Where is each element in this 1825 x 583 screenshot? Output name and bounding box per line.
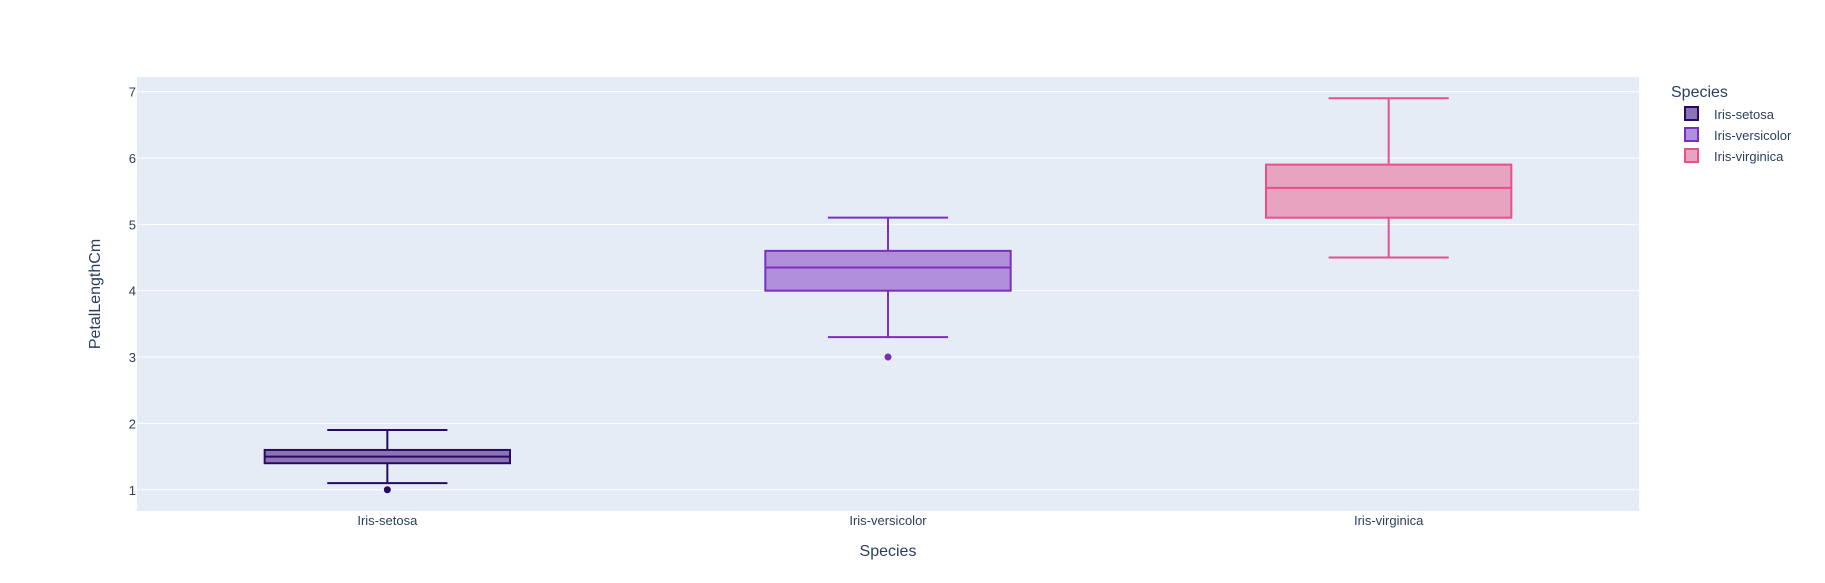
legend-item[interactable]: Iris-virginica: [1684, 148, 1784, 164]
iqr-box: [1265, 163, 1513, 219]
legend-item[interactable]: Iris-setosa: [1684, 106, 1775, 122]
y-tick-label: 2: [129, 416, 136, 431]
box-group: [764, 216, 1012, 361]
x-tick-label: Iris-virginica: [1354, 513, 1424, 528]
y-tick-label: 6: [129, 151, 136, 166]
y-axis-ticks: 1 2 3 4 5 6 7: [129, 85, 136, 498]
legend-swatch: [1684, 106, 1699, 121]
y-tick-label: 5: [129, 217, 136, 232]
x-tick-label: Iris-setosa: [357, 513, 418, 528]
y-tick-label: 3: [129, 350, 136, 365]
x-tick-label: Iris-versicolor: [849, 513, 927, 528]
iqr-box: [764, 249, 1012, 292]
outlier-point: [884, 353, 892, 361]
x-axis-title: Species: [860, 543, 917, 560]
x-axis-ticks: Iris-setosa Iris-versicolor Iris-virginica: [357, 513, 1424, 528]
outlier-point: [383, 486, 391, 494]
boxes: [263, 97, 1513, 494]
box-group: [1265, 97, 1513, 259]
legend-swatch: [1684, 127, 1699, 142]
y-tick-label: 1: [129, 483, 136, 498]
legend-items[interactable]: Iris-setosa Iris-versicolor Iris-virginica: [1684, 106, 1792, 164]
legend-swatch: [1684, 148, 1699, 163]
legend[interactable]: Species Iris-setosa Iris-versicolor Iris-v…: [1671, 84, 1792, 164]
box-group: [263, 429, 511, 494]
legend-item[interactable]: Iris-versicolor: [1684, 127, 1792, 143]
y-tick-label: 4: [129, 284, 136, 299]
legend-label: Iris-setosa: [1714, 107, 1775, 122]
legend-label: Iris-versicolor: [1714, 128, 1792, 143]
legend-label: Iris-virginica: [1714, 149, 1784, 164]
y-axis-title: PetalLengthCm: [87, 239, 104, 349]
legend-title: Species: [1671, 84, 1728, 101]
y-tick-label: 7: [129, 85, 136, 100]
